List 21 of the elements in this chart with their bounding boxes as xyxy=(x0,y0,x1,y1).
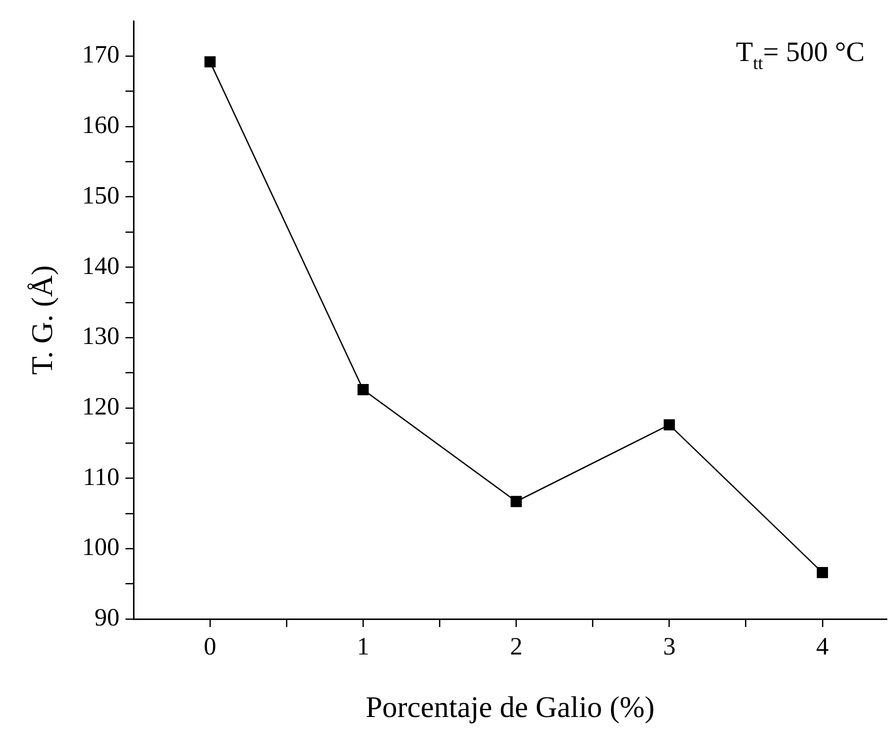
point xyxy=(816,566,828,578)
y-tick-label: 150 xyxy=(82,182,120,210)
y-tick-label: 110 xyxy=(82,464,120,491)
y-axis-title: T. G. (Å) xyxy=(26,265,59,375)
point xyxy=(510,496,522,508)
y-tick-label: 120 xyxy=(82,394,120,421)
point xyxy=(204,56,216,68)
x-axis-title: Porcentaje de Galio (%) xyxy=(366,690,655,724)
y-tick-label: 100 xyxy=(82,534,120,562)
y-tick-label: 130 xyxy=(82,323,120,350)
x-tick-label: 4 xyxy=(816,634,830,661)
y-tick-label: 140 xyxy=(82,252,120,280)
point xyxy=(358,384,369,396)
point xyxy=(664,419,675,430)
y-tick-label: 90 xyxy=(94,604,120,632)
x-tick-label: 1 xyxy=(356,634,370,661)
y-tick-label: 160 xyxy=(82,112,120,140)
x-tick-label: 0 xyxy=(204,634,216,661)
y-tick-label: 170 xyxy=(82,42,120,69)
x-tick-label: 3 xyxy=(663,634,676,661)
x-tick-label: 2 xyxy=(510,634,522,661)
